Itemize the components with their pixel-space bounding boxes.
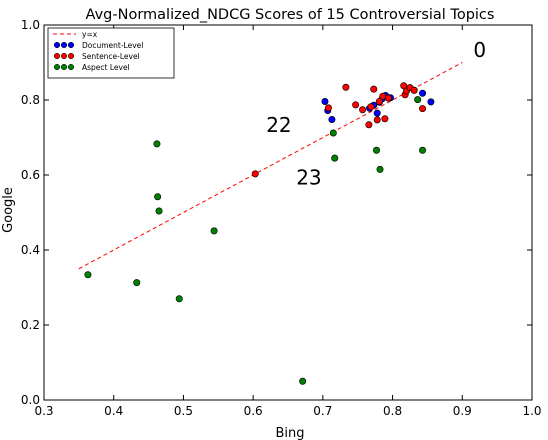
point-aspect-level xyxy=(154,193,162,201)
point-aspect-level xyxy=(419,146,427,154)
y-tick-label: 0.4 xyxy=(21,243,40,257)
point-aspect-level xyxy=(153,140,161,148)
point-sentence-level xyxy=(381,115,389,123)
point-sentence-level xyxy=(324,104,332,112)
point-sentence-level xyxy=(419,105,427,113)
y-tick-label: 0.2 xyxy=(21,318,40,332)
y-tick-label: 1.0 xyxy=(21,18,40,32)
point-document-level xyxy=(321,98,329,106)
x-tick-label: 0.3 xyxy=(34,404,53,418)
point-document-level xyxy=(427,98,435,106)
x-tick-label: 0.4 xyxy=(104,404,123,418)
point-aspect-level xyxy=(210,227,218,235)
annotations: 0 22 23 xyxy=(266,38,486,190)
plot-frame xyxy=(43,24,533,401)
y-tick-label: 0.6 xyxy=(21,168,40,182)
x-tick-label: 0.7 xyxy=(313,404,332,418)
x-tick-label: 0.5 xyxy=(174,404,193,418)
legend-label: Document-Level xyxy=(82,41,143,50)
point-aspect-level xyxy=(299,377,307,385)
point-aspect-level xyxy=(373,146,381,154)
reference-line xyxy=(78,62,463,270)
point-aspect-level xyxy=(155,207,163,215)
point-sentence-level xyxy=(365,121,373,129)
legend-label: y=x xyxy=(82,30,98,39)
point-aspect-level xyxy=(331,154,339,162)
legend-marker-sentence-level xyxy=(60,52,68,60)
x-tick-label: 0.8 xyxy=(383,404,402,418)
y-tick-label: 0.8 xyxy=(21,93,40,107)
point-document-level xyxy=(419,89,427,97)
point-annotation: 22 xyxy=(266,113,291,137)
data-points xyxy=(84,82,435,385)
point-sentence-level xyxy=(370,85,378,93)
legend-box xyxy=(47,27,175,79)
point-sentence-level xyxy=(359,106,367,114)
legend-marker-aspect-level xyxy=(60,63,68,71)
point-sentence-level xyxy=(342,83,350,91)
legend-marker-aspect-level xyxy=(53,63,61,71)
legend-marker-document-level xyxy=(60,41,68,49)
point-sentence-level xyxy=(375,98,383,106)
point-sentence-level xyxy=(352,101,360,109)
legend-marker-aspect-level xyxy=(67,63,75,71)
point-aspect-level xyxy=(329,129,337,137)
legend-label: Aspect Level xyxy=(82,63,130,72)
legend-marker-document-level xyxy=(53,41,61,49)
legend-marker-sentence-level xyxy=(53,52,61,60)
point-sentence-level xyxy=(384,94,392,102)
legend: y=x Document-Level Sentence-Level Aspect Le… xyxy=(47,27,175,79)
point-aspect-level xyxy=(414,96,422,104)
chart-title: Avg-Normalized_NDCG Scores of 15 Controv… xyxy=(86,7,495,23)
point-aspect-level xyxy=(133,279,141,287)
legend-label: Sentence-Level xyxy=(82,52,140,61)
x-tick-label: 0.9 xyxy=(453,404,472,418)
point-document-level xyxy=(328,116,336,124)
legend-marker-sentence-level xyxy=(67,52,75,60)
point-sentence-level xyxy=(373,116,381,124)
reference-line-group xyxy=(78,62,463,270)
point-aspect-level xyxy=(175,295,183,303)
x-tick-label: 0.6 xyxy=(244,404,263,418)
point-sentence-level xyxy=(367,103,375,111)
point-aspect-level xyxy=(84,271,92,279)
point-sentence-level xyxy=(251,170,259,178)
y-axis-label: Google xyxy=(1,187,16,233)
point-document-level xyxy=(373,109,381,117)
point-aspect-level xyxy=(376,165,384,173)
x-tick-label: 1.0 xyxy=(522,404,541,418)
axis-ticks: 0.3 0.4 0.5 0.6 0.7 0.8 0.9 1.0 0.0 0.2 0.4 0.6 0.8 1… xyxy=(21,18,542,418)
point-annotation: 0 xyxy=(473,38,486,62)
point-annotation: 23 xyxy=(296,165,321,189)
point-sentence-level xyxy=(410,86,418,94)
x-axis-label: Bing xyxy=(275,426,304,440)
legend-marker-document-level xyxy=(67,41,75,49)
y-tick-label: 0.0 xyxy=(21,393,40,407)
